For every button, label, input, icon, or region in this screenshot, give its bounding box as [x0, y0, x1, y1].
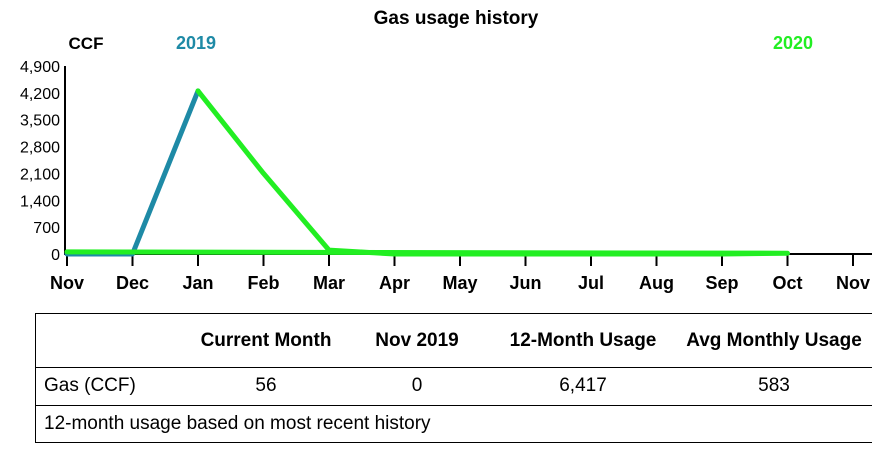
x-tick-label-aug: Aug [639, 273, 674, 293]
chart-title: Gas usage history [374, 8, 539, 29]
x-tick-label-oct: Oct [772, 273, 802, 293]
x-tick-label-nov: Nov [50, 273, 84, 293]
y-tick-label: 4,200 [20, 86, 60, 103]
y-tick-label: 4,900 [20, 59, 60, 76]
x-tick-label-nov: Nov [836, 273, 870, 293]
year-label-2020: 2020 [773, 33, 813, 53]
y-tick-label: 700 [33, 220, 60, 237]
x-tick-label-dec: Dec [116, 273, 149, 293]
x-tick-label-jun: Jun [509, 273, 541, 293]
12-month-usage-value: 6,417 [559, 375, 607, 396]
y-tick-label: 3,500 [20, 113, 60, 130]
table-row: Gas (CCF) 56 0 6,417 583 [36, 367, 872, 406]
y-tick-label: 2,800 [20, 140, 60, 157]
avg-monthly-usage-value: 583 [758, 375, 790, 396]
table-header-row: Current Month Nov 2019 12-Month Usage Av… [36, 314, 872, 368]
y-tick-label: 0 [51, 247, 60, 264]
year-label-2019: 2019 [176, 33, 216, 53]
nov-2019-value: 0 [411, 375, 423, 396]
x-tick-label-may: May [442, 273, 477, 293]
usage-note: 12-month usage based on most recent hist… [44, 413, 431, 434]
x-tick-label-jul: Jul [578, 273, 604, 293]
table-header-cell [36, 314, 186, 367]
table-header-avg-monthly-usage: Avg Monthly Usage [686, 329, 862, 351]
y-tick-label: 1,400 [20, 193, 60, 210]
x-tick-label-feb: Feb [247, 273, 279, 293]
table-header-12-month-usage: 12-Month Usage [509, 329, 657, 351]
usage-chart: Gas usage history CCF 2019 2020 0 700 1,400… [20, 8, 872, 293]
x-tick-label-mar: Mar [313, 273, 345, 293]
table-note-row: 12-month usage based on most recent hist… [36, 405, 872, 443]
x-tick-label-jan: Jan [182, 273, 213, 293]
usage-table: Current Month Nov 2019 12-Month Usage Av… [35, 313, 872, 443]
table-header-current-month: Current Month [200, 329, 332, 351]
row-label-gas: Gas (CCF) [44, 375, 136, 396]
x-tick-label-apr: Apr [379, 273, 410, 293]
table-header-nov-2019: Nov 2019 [375, 329, 459, 351]
series-line-2 [64, 88, 790, 257]
series-line-1 [64, 88, 201, 257]
x-tick-label-sep: Sep [705, 273, 738, 293]
y-axis-unit: CCF [69, 34, 104, 53]
current-month-value: 56 [255, 375, 277, 396]
y-tick-label: 2,100 [20, 166, 60, 183]
